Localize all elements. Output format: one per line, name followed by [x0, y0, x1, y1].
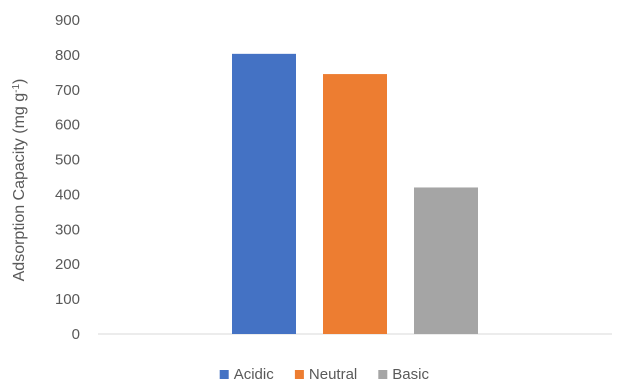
y-tick-label: 200 — [55, 256, 80, 273]
legend-swatch-acidic — [219, 370, 229, 379]
y-tick-label: 800 — [55, 47, 80, 64]
y-tick-label: 500 — [55, 152, 80, 169]
legend-swatch-neutral — [294, 370, 304, 379]
bar-neutral — [323, 74, 387, 335]
y-tick-label: 900 — [55, 12, 80, 29]
y-axis-label: Adsorption Capacity (mg g-1) — [11, 79, 29, 282]
y-tick-label: 0 — [72, 326, 80, 343]
bar-basic — [414, 187, 478, 334]
y-axis-ticks: 0 100 200 300 400 500 600 700 800 900 — [55, 12, 80, 343]
bar-acidic — [232, 53, 296, 334]
y-axis-label-close: ) — [11, 79, 28, 84]
y-axis-label-main: Adsorption Capacity (mg g — [11, 93, 28, 282]
legend-label-basic: Basic — [392, 366, 429, 383]
y-axis-label-superscript: -1 — [11, 84, 22, 93]
legend-swatch-basic — [378, 370, 388, 379]
legend-label-neutral: Neutral — [309, 366, 357, 383]
bars — [232, 53, 478, 335]
y-tick-label: 300 — [55, 221, 80, 238]
y-tick-label: 400 — [55, 186, 80, 203]
legend-label-acidic: Acidic — [234, 366, 275, 383]
y-tick-label: 600 — [55, 117, 80, 134]
y-tick-label: 100 — [55, 291, 80, 308]
y-tick-label: 700 — [55, 82, 80, 99]
legend: Acidic Neutral Basic — [219, 366, 429, 383]
